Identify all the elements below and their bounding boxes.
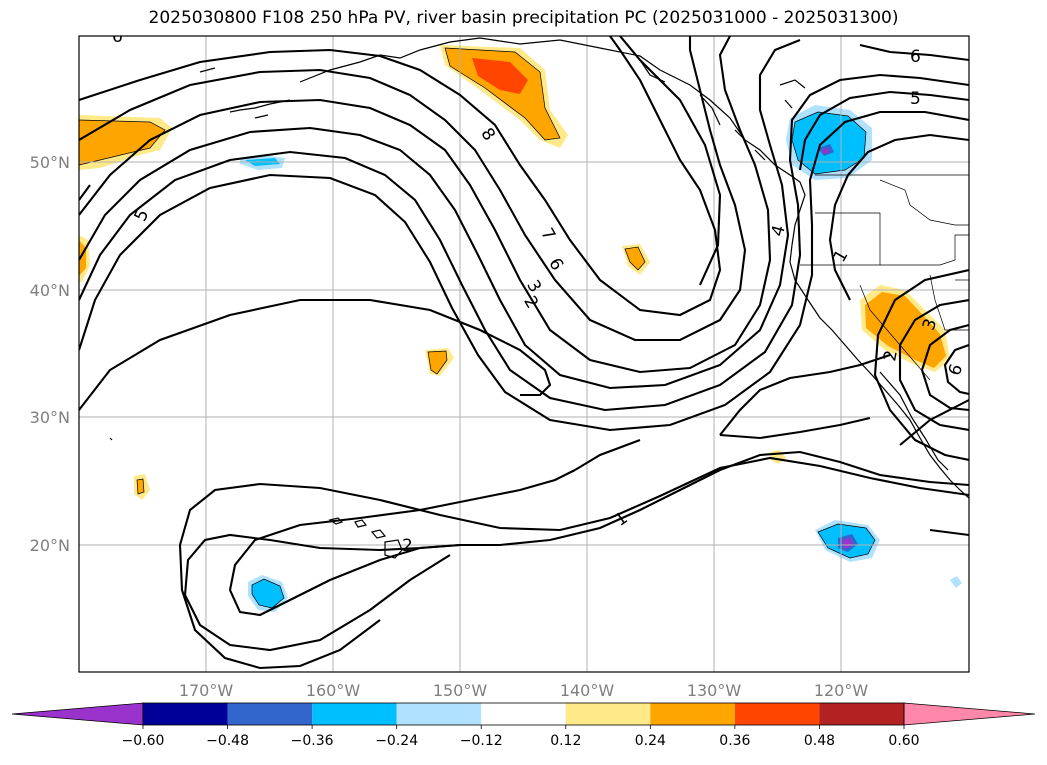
graticule	[79, 36, 969, 672]
colorbar-swatch	[819, 703, 904, 725]
colorbar-swatch	[565, 703, 651, 725]
contour-label: 3	[522, 277, 545, 296]
colorbar-swatch	[481, 703, 566, 725]
map-plot-area: 6 5 8 7 6 3 2 4 1 6 5 2 3 6 2 1	[79, 27, 969, 672]
lon-label-160w: 160°W	[306, 681, 361, 700]
contour-label: 6	[112, 27, 123, 47]
colorbar-tick-label: −0.60	[122, 733, 165, 749]
contour-label: 6	[544, 255, 567, 274]
lon-label-170w: 170°W	[179, 681, 234, 700]
precip-shading	[79, 45, 962, 612]
borders	[800, 174, 969, 381]
colorbar-tick-label: 0.24	[635, 733, 666, 749]
colorbar-tick-label: 0.36	[719, 733, 750, 749]
lon-label-130w: 130°W	[687, 681, 742, 700]
contour-label: 5	[910, 89, 921, 109]
colorbar-swatch	[396, 703, 482, 725]
colorbar-swatch	[650, 703, 735, 725]
contour-label: 1	[611, 508, 631, 531]
coastlines	[109, 37, 969, 559]
map-frame	[78, 35, 970, 673]
longitude-labels: 170°W 160°W 150°W 140°W 130°W 120°W	[179, 681, 869, 700]
colorbar-extend-min	[11, 702, 144, 726]
lat-label-20n: 20°N	[30, 536, 70, 555]
contour-label: 7	[536, 225, 559, 244]
colorbar-extend-max	[903, 702, 1036, 726]
contour-label: 6	[945, 361, 967, 378]
colorbar-tick-label: −0.12	[460, 733, 503, 749]
contour-label: 2	[880, 349, 902, 363]
colorbar-swatch	[143, 703, 228, 725]
contour-label: 8	[476, 124, 499, 144]
lat-label-30n: 30°N	[30, 408, 70, 427]
map-title: 2025030800 F108 250 hPa PV, river basin …	[148, 8, 899, 28]
colorbar: −0.60 −0.48 −0.36 −0.24 −0.12 0.12 0.24 0.36 0.4…	[11, 702, 1036, 749]
pv-contours	[79, 36, 969, 670]
lon-label-120w: 120°W	[814, 681, 869, 700]
colorbar-tick-label: −0.24	[375, 733, 418, 749]
colorbar-tick-label: 0.60	[888, 733, 919, 749]
latitude-labels: 50°N 40°N 30°N 20°N	[30, 153, 70, 555]
contour-label: 6	[910, 47, 921, 67]
contour-label: 2	[402, 536, 413, 556]
lat-label-50n: 50°N	[30, 153, 70, 172]
colorbar-swatch	[312, 703, 397, 725]
colorbar-swatch	[227, 703, 313, 725]
colorbar-tick-label: −0.36	[291, 733, 334, 749]
contour-label: 4	[768, 223, 790, 239]
lat-label-40n: 40°N	[30, 281, 70, 300]
colorbar-tick-label: 0.48	[804, 733, 835, 749]
lon-label-140w: 140°W	[560, 681, 615, 700]
colorbar-swatch	[734, 703, 820, 725]
colorbar-tick-label: 0.12	[550, 733, 581, 749]
lon-label-150w: 150°W	[433, 681, 488, 700]
colorbar-tick-label: −0.48	[206, 733, 249, 749]
precip-outlines	[79, 47, 876, 609]
colorbar-outline	[142, 702, 905, 726]
contour-label: 5	[131, 206, 154, 224]
